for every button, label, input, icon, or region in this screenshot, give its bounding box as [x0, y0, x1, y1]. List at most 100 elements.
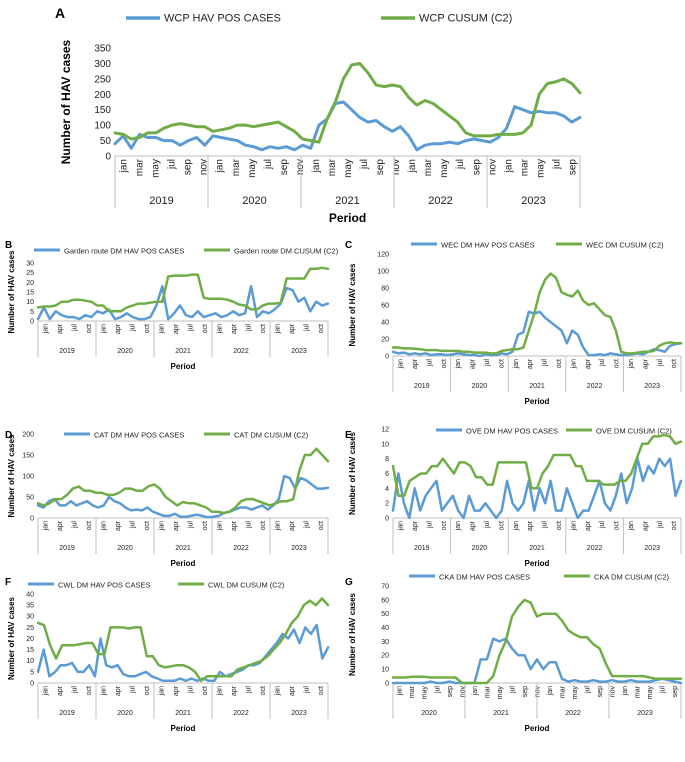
- year-label: 2019: [414, 545, 430, 552]
- x-tick-label: apr: [642, 520, 649, 531]
- x-tick-label: jul: [484, 521, 491, 529]
- x-tick-label: oct: [318, 324, 325, 333]
- x-tick-label: nov: [459, 686, 466, 698]
- y-tick-label: 50: [381, 611, 389, 618]
- y-tick-label: 30: [26, 260, 34, 267]
- x-tick-label: jul: [304, 686, 311, 694]
- y-tick-label: 4: [385, 486, 389, 493]
- x-tick-label: may: [647, 686, 654, 700]
- x-tick-label: mar: [409, 685, 416, 698]
- series-line-cusum: [36, 447, 330, 515]
- x-tick-label: apr: [115, 323, 122, 334]
- year-label: 2023: [291, 545, 307, 552]
- x-tick-label: apr: [470, 358, 477, 369]
- x-tick-label: jan: [455, 359, 462, 369]
- x-tick-label: jan: [455, 521, 462, 531]
- year-label: 2022: [565, 710, 581, 717]
- panel-g: G CKA DM HAV POS CASES CKA DM CUSUM (C2) 0 1…: [345, 573, 683, 733]
- x-tick-label: jan: [217, 521, 224, 531]
- x-tick-label: sep: [567, 159, 578, 176]
- year-label: 2023: [644, 383, 660, 390]
- series-line-cases: [113, 100, 582, 152]
- y-tick-label: 40: [381, 625, 389, 632]
- series-line-cusum: [36, 266, 330, 313]
- x-tick-label: apr: [57, 685, 64, 696]
- y-tick-label: 0: [30, 680, 34, 687]
- x-tick-label: jul: [657, 521, 664, 529]
- year-label: 2022: [587, 383, 603, 390]
- x-tick-label: jul: [359, 159, 370, 170]
- panel-letter: F: [5, 577, 11, 588]
- x-tick-label: jan: [570, 521, 577, 531]
- year-label: 2022: [587, 545, 603, 552]
- year-label: 2019: [59, 348, 75, 355]
- panel-f: F CWL DM HAV POS CASES CWL DM CUSUM (C2) 0 5…: [5, 577, 330, 733]
- x-tick-label: oct: [441, 359, 448, 368]
- panel-letter: A: [55, 5, 65, 21]
- x-tick-label: jan: [43, 324, 50, 334]
- x-tick-label: oct: [260, 686, 267, 695]
- panel-a: A WCP HAV POS CASES WCP CUSUM (C2) 0 50 100 15…: [55, 5, 582, 225]
- x-tick-label: sep: [522, 686, 529, 697]
- y-tick-label: 10: [381, 441, 389, 448]
- year-label: 2021: [335, 195, 359, 207]
- x-tick-label: oct: [671, 521, 678, 530]
- x-tick-label: jan: [101, 521, 108, 531]
- y-tick-label: 5: [30, 309, 34, 316]
- x-tick-label: mar: [327, 158, 338, 176]
- x-tick-label: apr: [289, 685, 296, 696]
- x-tick-label: apr: [173, 685, 180, 696]
- x-tick-label: may: [247, 159, 258, 178]
- x-tick-label: sep: [183, 159, 194, 176]
- y-tick-label: 8: [385, 456, 389, 463]
- x-tick-label: oct: [614, 359, 621, 368]
- y-tick-label: 80: [381, 285, 389, 292]
- x-tick-label: oct: [671, 359, 678, 368]
- y-axis-label: Number of HAV cases: [7, 434, 16, 518]
- x-tick-label: jan: [159, 324, 166, 334]
- legend-label: CWL DM CUSUM (C2): [208, 581, 285, 590]
- x-tick-label: jul: [434, 686, 441, 694]
- series-line-cusum: [36, 597, 330, 683]
- x-tick-label: sep: [447, 686, 454, 697]
- x-tick-label: apr: [527, 358, 534, 369]
- y-tick-label: 0: [385, 515, 389, 522]
- y-axis-label: Number of HAV cases: [348, 431, 357, 515]
- x-tick-label: jul: [188, 521, 195, 529]
- y-tick-label: 20: [26, 636, 34, 643]
- legend-label: CAT DM CUSUM (C2): [234, 431, 309, 440]
- x-tick-label: apr: [585, 520, 592, 531]
- x-tick-label: apr: [289, 323, 296, 334]
- x-tick-label: sep: [672, 686, 679, 697]
- year-label: 2023: [521, 195, 545, 207]
- panel-b: B Garden route DM HAV POS CASES Garden rou…: [5, 240, 339, 371]
- x-axis-label: Period: [525, 724, 550, 733]
- y-tick-label: 20: [381, 653, 389, 660]
- x-tick-label: jul: [167, 159, 178, 170]
- y-tick-label: 10: [26, 299, 34, 306]
- y-tick-label: 50: [26, 494, 34, 501]
- legend-label: CAT DM HAV POS CASES: [94, 431, 184, 440]
- x-tick-label: jan: [43, 521, 50, 531]
- series-line-cusum: [391, 272, 683, 355]
- y-tick-label: 100: [377, 268, 389, 275]
- x-tick-label: jan: [275, 324, 282, 334]
- x-tick-label: oct: [144, 324, 151, 333]
- y-tick-label: 250: [94, 74, 111, 85]
- x-tick-label: jul: [188, 324, 195, 332]
- y-tick-label: 200: [22, 431, 34, 438]
- x-tick-label: oct: [86, 521, 93, 530]
- x-axis-label: Period: [525, 559, 550, 568]
- x-tick-label: jan: [407, 159, 418, 173]
- x-tick-label: jul: [585, 686, 592, 694]
- year-label: 2020: [242, 195, 266, 207]
- x-tick-label: nov: [487, 159, 498, 175]
- x-tick-label: oct: [556, 521, 563, 530]
- x-tick-label: jan: [398, 521, 405, 531]
- year-label: 2020: [117, 348, 133, 355]
- x-tick-label: jan: [622, 686, 629, 696]
- x-tick-label: jan: [547, 686, 554, 696]
- year-label: 2023: [291, 348, 307, 355]
- x-tick-label: jan: [503, 159, 514, 173]
